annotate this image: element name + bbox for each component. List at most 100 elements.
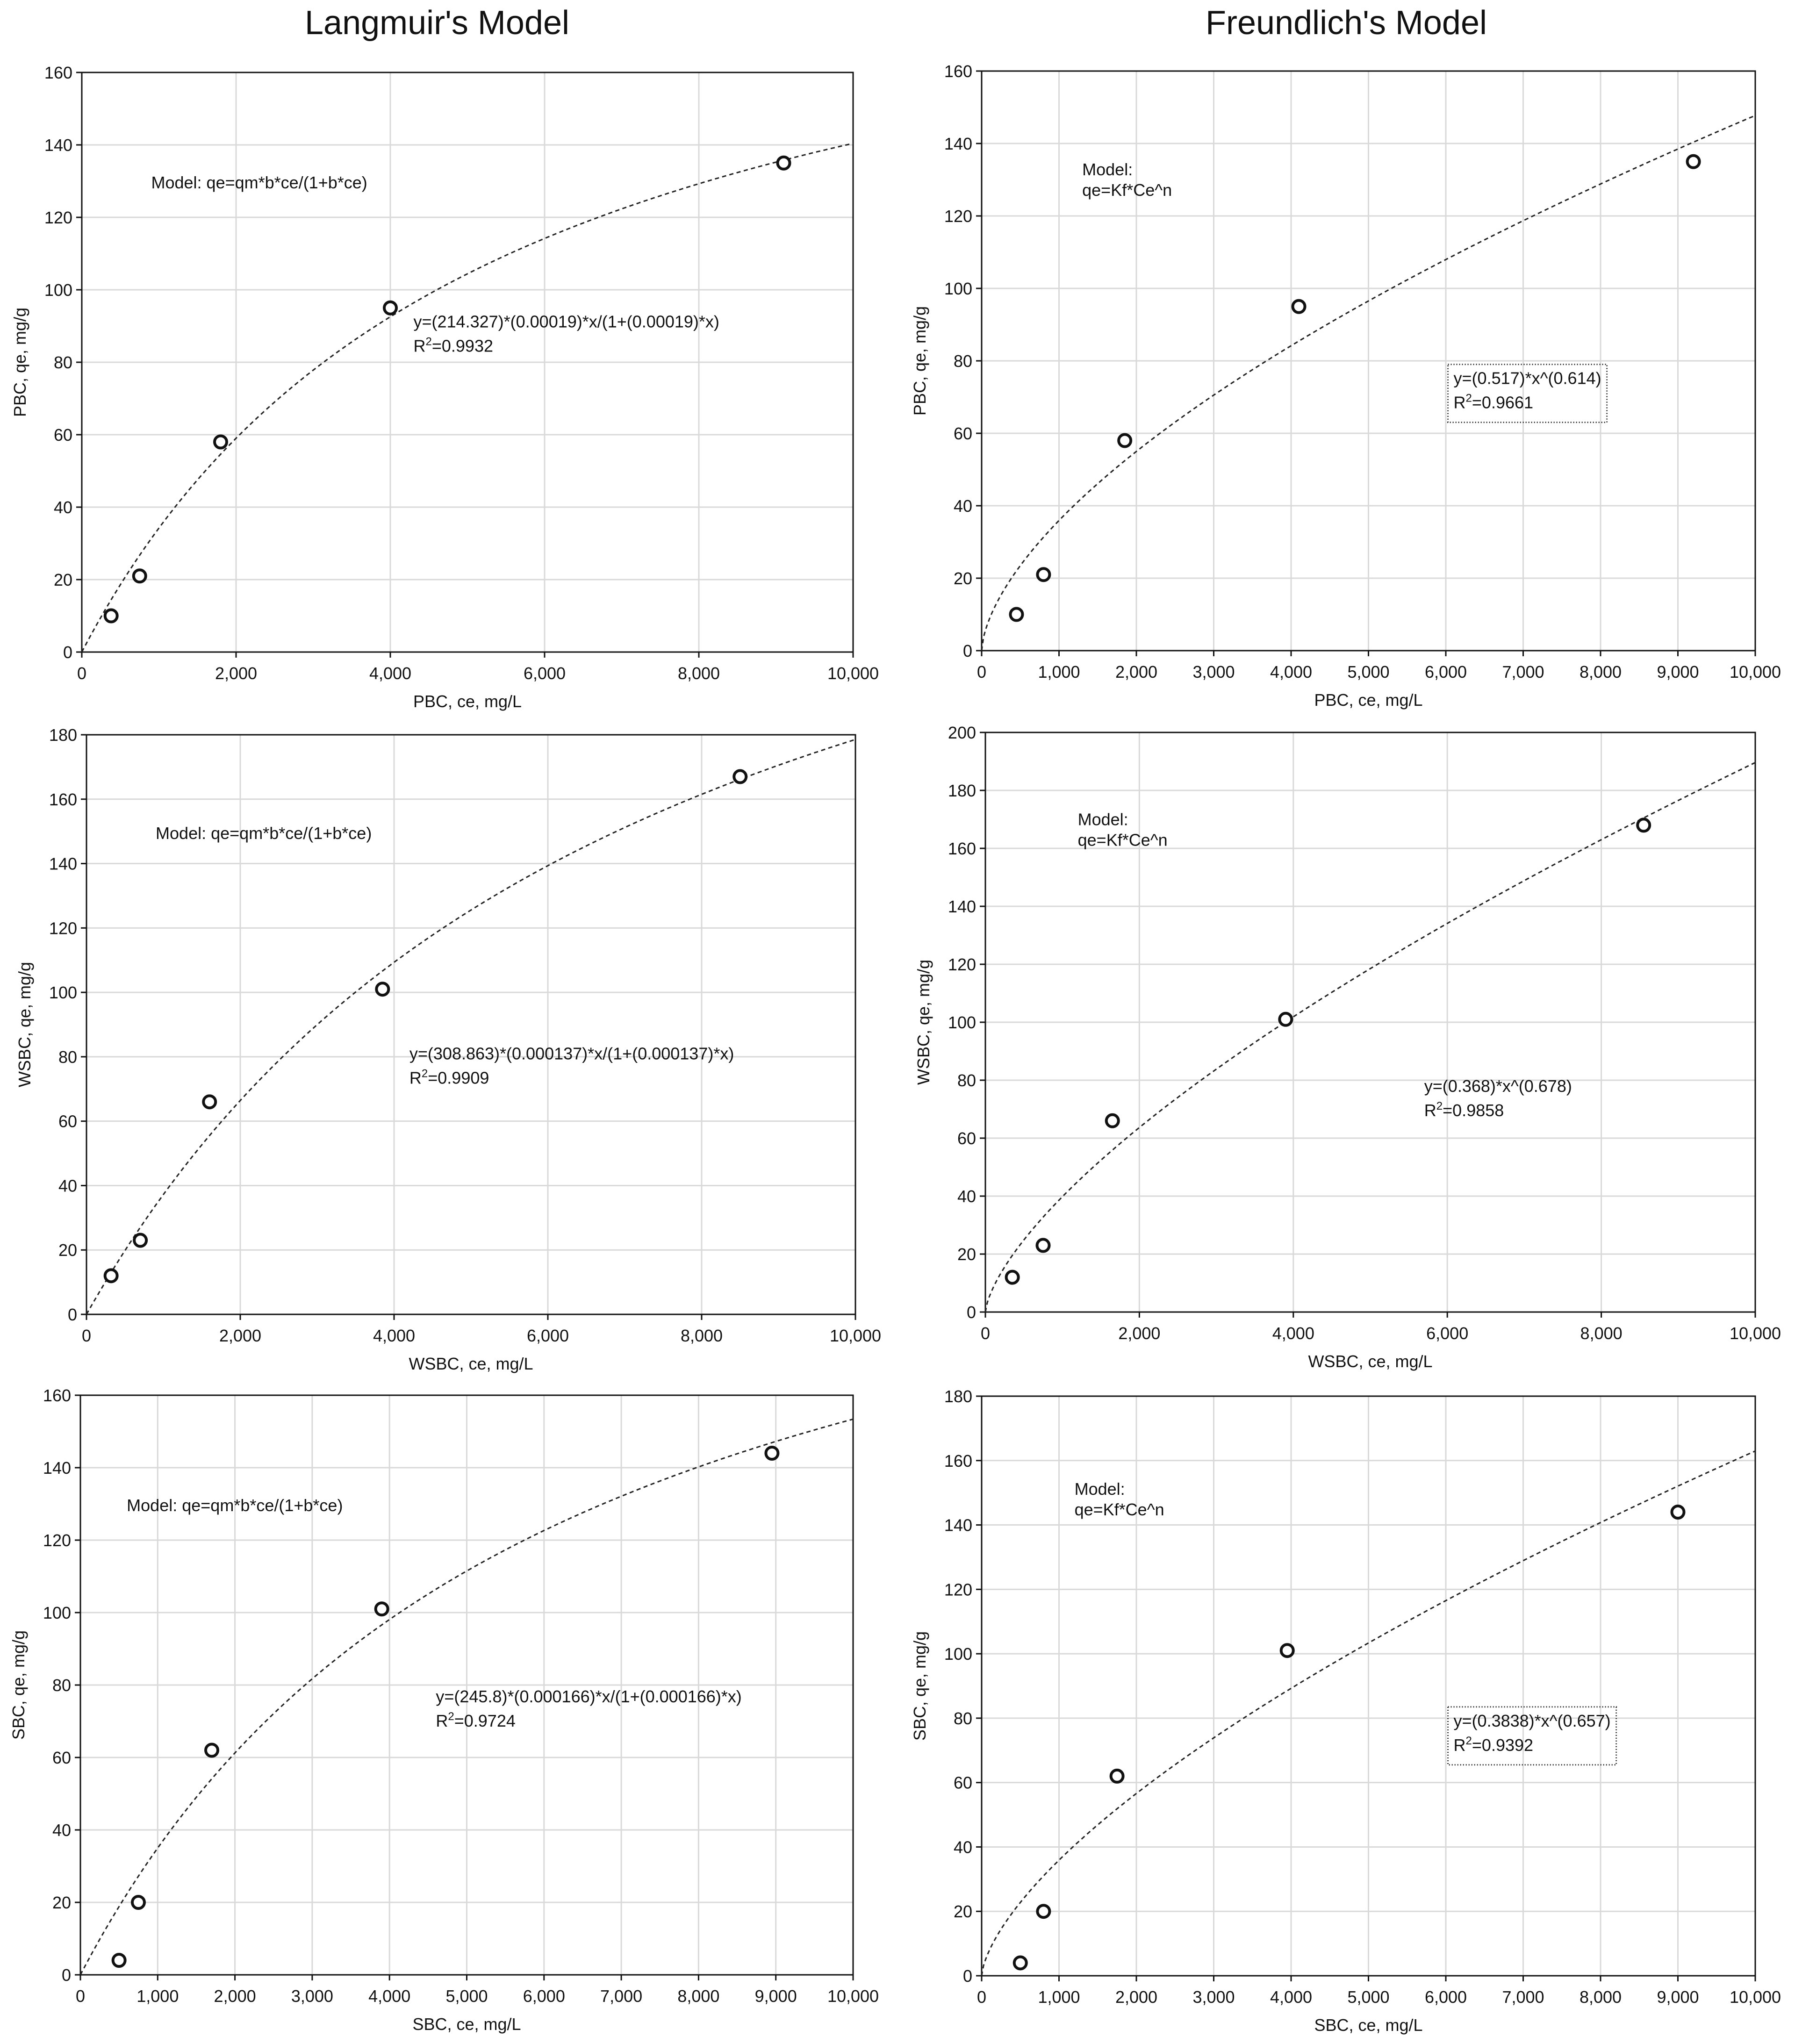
y-tick-label: 80 [58, 1047, 77, 1067]
data-point[interactable] [132, 568, 147, 584]
x-tick-label: 10,000 [827, 664, 879, 683]
y-tick-label: 100 [948, 1013, 976, 1032]
y-tick-label: 100 [944, 279, 972, 298]
x-tick-label: 4,000 [1272, 1324, 1314, 1343]
data-point[interactable] [1278, 1011, 1293, 1027]
r-squared-superscript: 2 [426, 336, 432, 348]
data-point[interactable] [1036, 1904, 1051, 1919]
data-point[interactable] [1005, 1269, 1020, 1285]
model-annotation: Model: qe=qm*b*ce/(1+b*ce) [127, 1496, 343, 1515]
x-tick-label: 3,000 [1192, 1987, 1235, 2007]
x-tick-label: 9,000 [1657, 662, 1699, 681]
r-squared-superscript: 2 [1436, 1100, 1443, 1112]
y-axis-label: PBC, qe, mg/g [10, 308, 29, 417]
data-point[interactable] [204, 1743, 220, 1758]
model-annotation: Model: [1078, 810, 1128, 829]
y-tick-label: 80 [954, 351, 972, 371]
y-tick-label: 140 [44, 136, 72, 155]
chart-panel-6: 0 1,000 2,000 3,000 4,000 5,000 6,000 7,000 8,00… [910, 1387, 1781, 2035]
y-tick-label: 120 [49, 918, 77, 938]
data-point[interactable] [103, 608, 119, 624]
x-tick-label: 2,000 [1115, 1987, 1157, 2007]
data-point[interactable] [383, 300, 398, 316]
r-squared-superscript: 2 [1466, 392, 1472, 405]
data-point[interactable] [1009, 607, 1024, 622]
r-squared-value: =0.9909 [428, 1068, 489, 1087]
r-squared-label: R2=0.9724 [436, 1710, 516, 1730]
data-point[interactable] [1279, 1643, 1295, 1658]
langmuir-column-title: Langmuir's Model [304, 4, 569, 42]
data-point[interactable] [776, 155, 791, 171]
x-tick-label: 8,000 [681, 1326, 723, 1345]
y-tick-label: 120 [944, 1580, 972, 1599]
r-squared-superscript: 2 [448, 1710, 454, 1723]
data-point[interactable] [103, 1268, 119, 1284]
x-tick-label: 6,000 [1425, 662, 1467, 681]
chart-panel-5: 0 1,000 2,000 3,000 4,000 5,000 6,000 7,000 8,00… [9, 1386, 879, 2034]
y-tick-label: 100 [49, 983, 77, 1002]
data-point[interactable] [213, 434, 228, 450]
data-point[interactable] [1109, 1768, 1125, 1784]
y-tick-label: 60 [957, 1129, 976, 1148]
fitted-curve [984, 762, 1756, 1312]
y-tick-label: 40 [52, 1821, 71, 1840]
x-axis-label: PBC, ce, mg/L [1314, 690, 1422, 710]
data-point[interactable] [202, 1094, 217, 1110]
data-point[interactable] [375, 982, 390, 997]
data-point[interactable] [111, 1953, 127, 1968]
x-tick-label: 2,000 [214, 1987, 256, 2006]
fit-equation: y=(308.863)*(0.000137)*x/(1+(0.000137)*x… [409, 1044, 734, 1063]
x-tick-label: 7,000 [600, 1987, 642, 2006]
y-tick-label: 120 [944, 207, 972, 226]
x-tick-label: 1,000 [136, 1987, 179, 2006]
x-tick-label: 3,000 [1192, 662, 1235, 681]
data-point[interactable] [732, 769, 748, 784]
y-tick-label: 180 [49, 725, 77, 745]
y-tick-label: 140 [49, 854, 77, 874]
x-tick-label: 10,000 [1730, 1987, 1781, 2007]
data-point[interactable] [1012, 1955, 1028, 1971]
chart-panel-4: 0 2,000 4,000 6,000 8,000 10,000 0 20 40 60 80 100 1… [914, 723, 1781, 1371]
fitted-curve [981, 115, 1756, 651]
x-tick-label: 5,000 [1347, 662, 1389, 681]
data-point[interactable] [1636, 818, 1651, 833]
data-point[interactable] [130, 1895, 146, 1910]
x-tick-label: 8,000 [1580, 1324, 1623, 1343]
x-tick-label: 7,000 [1502, 1987, 1544, 2007]
data-point[interactable] [1105, 1113, 1120, 1128]
y-tick-label: 60 [58, 1112, 77, 1131]
x-tick-label: 0 [977, 662, 986, 681]
data-point[interactable] [1035, 1238, 1051, 1253]
data-point[interactable] [1117, 433, 1133, 448]
x-tick-label: 10,000 [1730, 662, 1781, 681]
model-annotation: qe=Kf*Ce^n [1082, 180, 1172, 200]
x-tick-label: 6,000 [523, 1987, 565, 2006]
data-point[interactable] [374, 1601, 389, 1617]
data-point[interactable] [1036, 567, 1051, 582]
y-tick-label: 140 [948, 897, 976, 916]
data-point[interactable] [764, 1446, 780, 1461]
data-point[interactable] [133, 1233, 148, 1248]
data-point[interactable] [1686, 154, 1701, 169]
r-squared-symbol: R [414, 337, 426, 356]
fit-equation: y=(214.327)*(0.00019)*x/(1+(0.00019)*x) [414, 312, 719, 331]
model-annotation: Model: qe=qm*b*ce/(1+b*ce) [156, 824, 372, 843]
data-point[interactable] [1291, 299, 1307, 314]
x-tick-label: 1,000 [1038, 662, 1080, 681]
fitted-curve [79, 1418, 854, 1975]
y-tick-label: 20 [58, 1241, 77, 1260]
fitted-curve [981, 1450, 1756, 1976]
y-axis-label: WSBC, qe, mg/g [914, 960, 933, 1085]
y-tick-label: 160 [948, 839, 976, 858]
y-tick-label: 60 [954, 424, 972, 443]
x-tick-label: 6,000 [524, 664, 566, 683]
y-axis-label: PBC, qe, mg/g [910, 306, 929, 416]
x-tick-label: 2,000 [215, 664, 257, 683]
chart-panel-1: 0 2,000 4,000 6,000 8,000 10,000 0 20 40 60 80 100 1… [10, 63, 879, 711]
x-tick-label: 9,000 [1657, 1987, 1699, 2007]
data-point[interactable] [1670, 1505, 1686, 1520]
x-tick-label: 0 [977, 1987, 986, 2007]
y-tick-label: 0 [963, 1966, 972, 1986]
x-tick-label: 3,000 [291, 1987, 333, 2006]
